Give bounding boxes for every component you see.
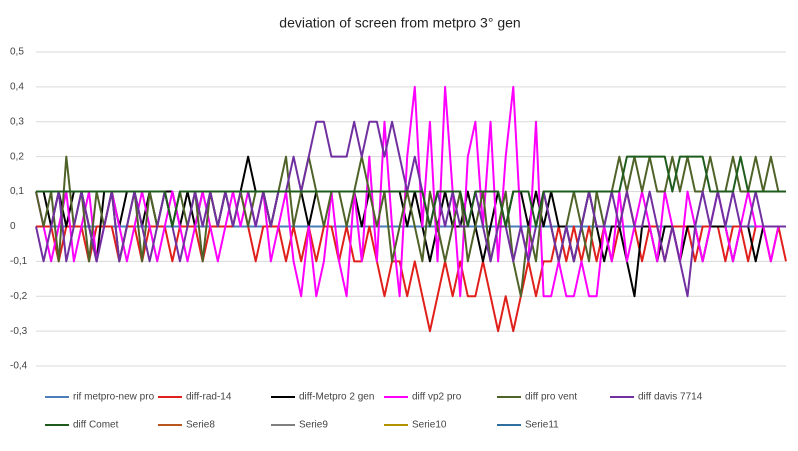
legend-label: diff pro vent bbox=[525, 392, 577, 403]
legend-label: rif metpro-new pro bbox=[73, 392, 155, 403]
y-tick-label: 0,4 bbox=[10, 82, 24, 93]
chart-title: deviation of screen from metpro 3° gen bbox=[279, 15, 520, 31]
legend-label: diff-Metpro 2 gen bbox=[299, 392, 374, 403]
y-tick-label: -0,1 bbox=[10, 256, 28, 267]
legend-label: diff Comet bbox=[73, 420, 119, 431]
y-tick-label: -0,2 bbox=[10, 291, 28, 302]
y-tick-label: -0,4 bbox=[10, 361, 28, 372]
legend-label: diff davis 7714 bbox=[638, 392, 703, 403]
y-tick-label: 0,5 bbox=[10, 47, 24, 58]
legend-label: Serie8 bbox=[186, 420, 215, 431]
legend-label: Serie9 bbox=[299, 420, 328, 431]
y-tick-label: 0 bbox=[10, 221, 16, 232]
y-tick-label: 0,1 bbox=[10, 186, 24, 197]
series-line bbox=[35, 85, 786, 298]
y-tick-label: 0,3 bbox=[10, 116, 24, 127]
legend-label: diff-rad-14 bbox=[186, 392, 232, 403]
legend-label: Serie10 bbox=[412, 420, 447, 431]
legend-label: Serie11 bbox=[525, 420, 559, 431]
series-line bbox=[35, 120, 786, 298]
y-tick-label: 0,2 bbox=[10, 151, 24, 162]
series-line bbox=[36, 155, 786, 228]
legend-label: diff vp2 pro bbox=[412, 392, 462, 403]
y-tick-label: -0,3 bbox=[10, 326, 28, 337]
